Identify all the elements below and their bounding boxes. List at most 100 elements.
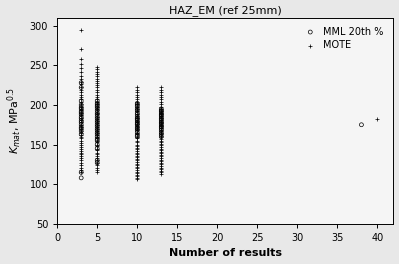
MOTE <box>78 145 84 149</box>
MOTE <box>94 135 101 139</box>
MML 20th % <box>134 119 140 123</box>
MOTE <box>158 90 164 94</box>
MOTE <box>94 131 101 135</box>
MML 20th % <box>78 85 84 89</box>
MOTE <box>78 95 84 99</box>
MML 20th % <box>134 115 140 119</box>
MOTE <box>94 79 101 83</box>
MML 20th % <box>134 120 140 125</box>
MOTE <box>134 135 140 139</box>
Y-axis label: $\mathit{K}_{mat}$, MPa$\mathregular{^{0.5}}$: $\mathit{K}_{mat}$, MPa$\mathregular{^{0… <box>6 87 24 154</box>
MOTE <box>94 88 101 92</box>
MOTE <box>134 162 140 166</box>
MOTE <box>78 163 84 167</box>
MOTE <box>158 170 164 175</box>
MOTE <box>134 160 140 164</box>
MML 20th % <box>158 111 164 115</box>
MML 20th % <box>94 132 101 136</box>
MOTE <box>134 177 140 182</box>
MOTE <box>94 148 101 152</box>
MML 20th % <box>134 122 140 126</box>
MML 20th % <box>94 116 101 121</box>
MML 20th % <box>134 112 140 117</box>
MML 20th % <box>78 120 84 125</box>
MML 20th % <box>134 111 140 115</box>
MOTE <box>94 74 101 78</box>
MOTE <box>134 116 140 121</box>
MML 20th % <box>134 133 140 137</box>
MML 20th % <box>94 137 101 141</box>
MOTE <box>134 119 140 123</box>
MOTE <box>158 95 164 99</box>
MML 20th % <box>158 132 164 136</box>
MOTE <box>94 72 101 76</box>
MOTE <box>158 107 164 111</box>
MOTE <box>94 117 101 121</box>
MOTE <box>134 97 140 101</box>
MOTE <box>158 147 164 151</box>
MML 20th % <box>94 104 101 109</box>
MML 20th % <box>158 116 164 121</box>
MOTE <box>78 116 84 120</box>
MOTE <box>134 149 140 153</box>
MOTE <box>158 131 164 135</box>
MOTE <box>94 136 101 140</box>
MOTE <box>158 100 164 104</box>
MOTE <box>158 92 164 97</box>
MML 20th % <box>158 124 164 129</box>
MOTE <box>134 88 140 92</box>
MOTE <box>94 67 101 71</box>
MOTE <box>94 92 101 97</box>
MOTE <box>158 124 164 129</box>
MML 20th % <box>94 109 101 113</box>
MML 20th % <box>94 158 101 163</box>
MOTE <box>94 81 101 85</box>
MOTE <box>78 107 84 111</box>
MOTE <box>134 152 140 156</box>
MOTE <box>134 114 140 118</box>
MML 20th % <box>158 135 164 139</box>
X-axis label: Number of results: Number of results <box>169 248 282 258</box>
MOTE <box>134 132 140 136</box>
MOTE <box>94 77 101 81</box>
MOTE <box>94 119 101 123</box>
MOTE <box>78 66 84 70</box>
MOTE <box>134 90 140 94</box>
MOTE <box>158 128 164 132</box>
MOTE <box>134 154 140 158</box>
MML 20th % <box>158 131 164 135</box>
MOTE <box>134 157 140 161</box>
MOTE <box>158 126 164 130</box>
MOTE <box>134 122 140 126</box>
MML 20th % <box>94 99 101 103</box>
MOTE <box>134 131 140 135</box>
MOTE <box>134 127 140 131</box>
MML 20th % <box>78 116 84 121</box>
MOTE <box>78 156 84 160</box>
MOTE <box>158 143 164 148</box>
MOTE <box>158 159 164 163</box>
MOTE <box>158 118 164 122</box>
MOTE <box>158 172 164 176</box>
MML 20th % <box>78 109 84 114</box>
MML 20th % <box>94 127 101 131</box>
MOTE <box>134 100 140 104</box>
MOTE <box>78 111 84 115</box>
MOTE <box>78 168 84 172</box>
MOTE <box>78 135 84 139</box>
MML 20th % <box>94 101 101 105</box>
MML 20th % <box>94 115 101 119</box>
MML 20th % <box>158 121 164 125</box>
MOTE <box>134 143 140 147</box>
MOTE <box>158 114 164 118</box>
MOTE <box>134 120 140 125</box>
MOTE <box>134 140 140 144</box>
MML 20th % <box>134 131 140 135</box>
MOTE <box>78 113 84 117</box>
MML 20th % <box>94 124 101 129</box>
MOTE <box>158 137 164 141</box>
MOTE <box>94 152 101 156</box>
MML 20th % <box>78 107 84 111</box>
MOTE <box>78 118 84 122</box>
MOTE <box>94 123 101 127</box>
